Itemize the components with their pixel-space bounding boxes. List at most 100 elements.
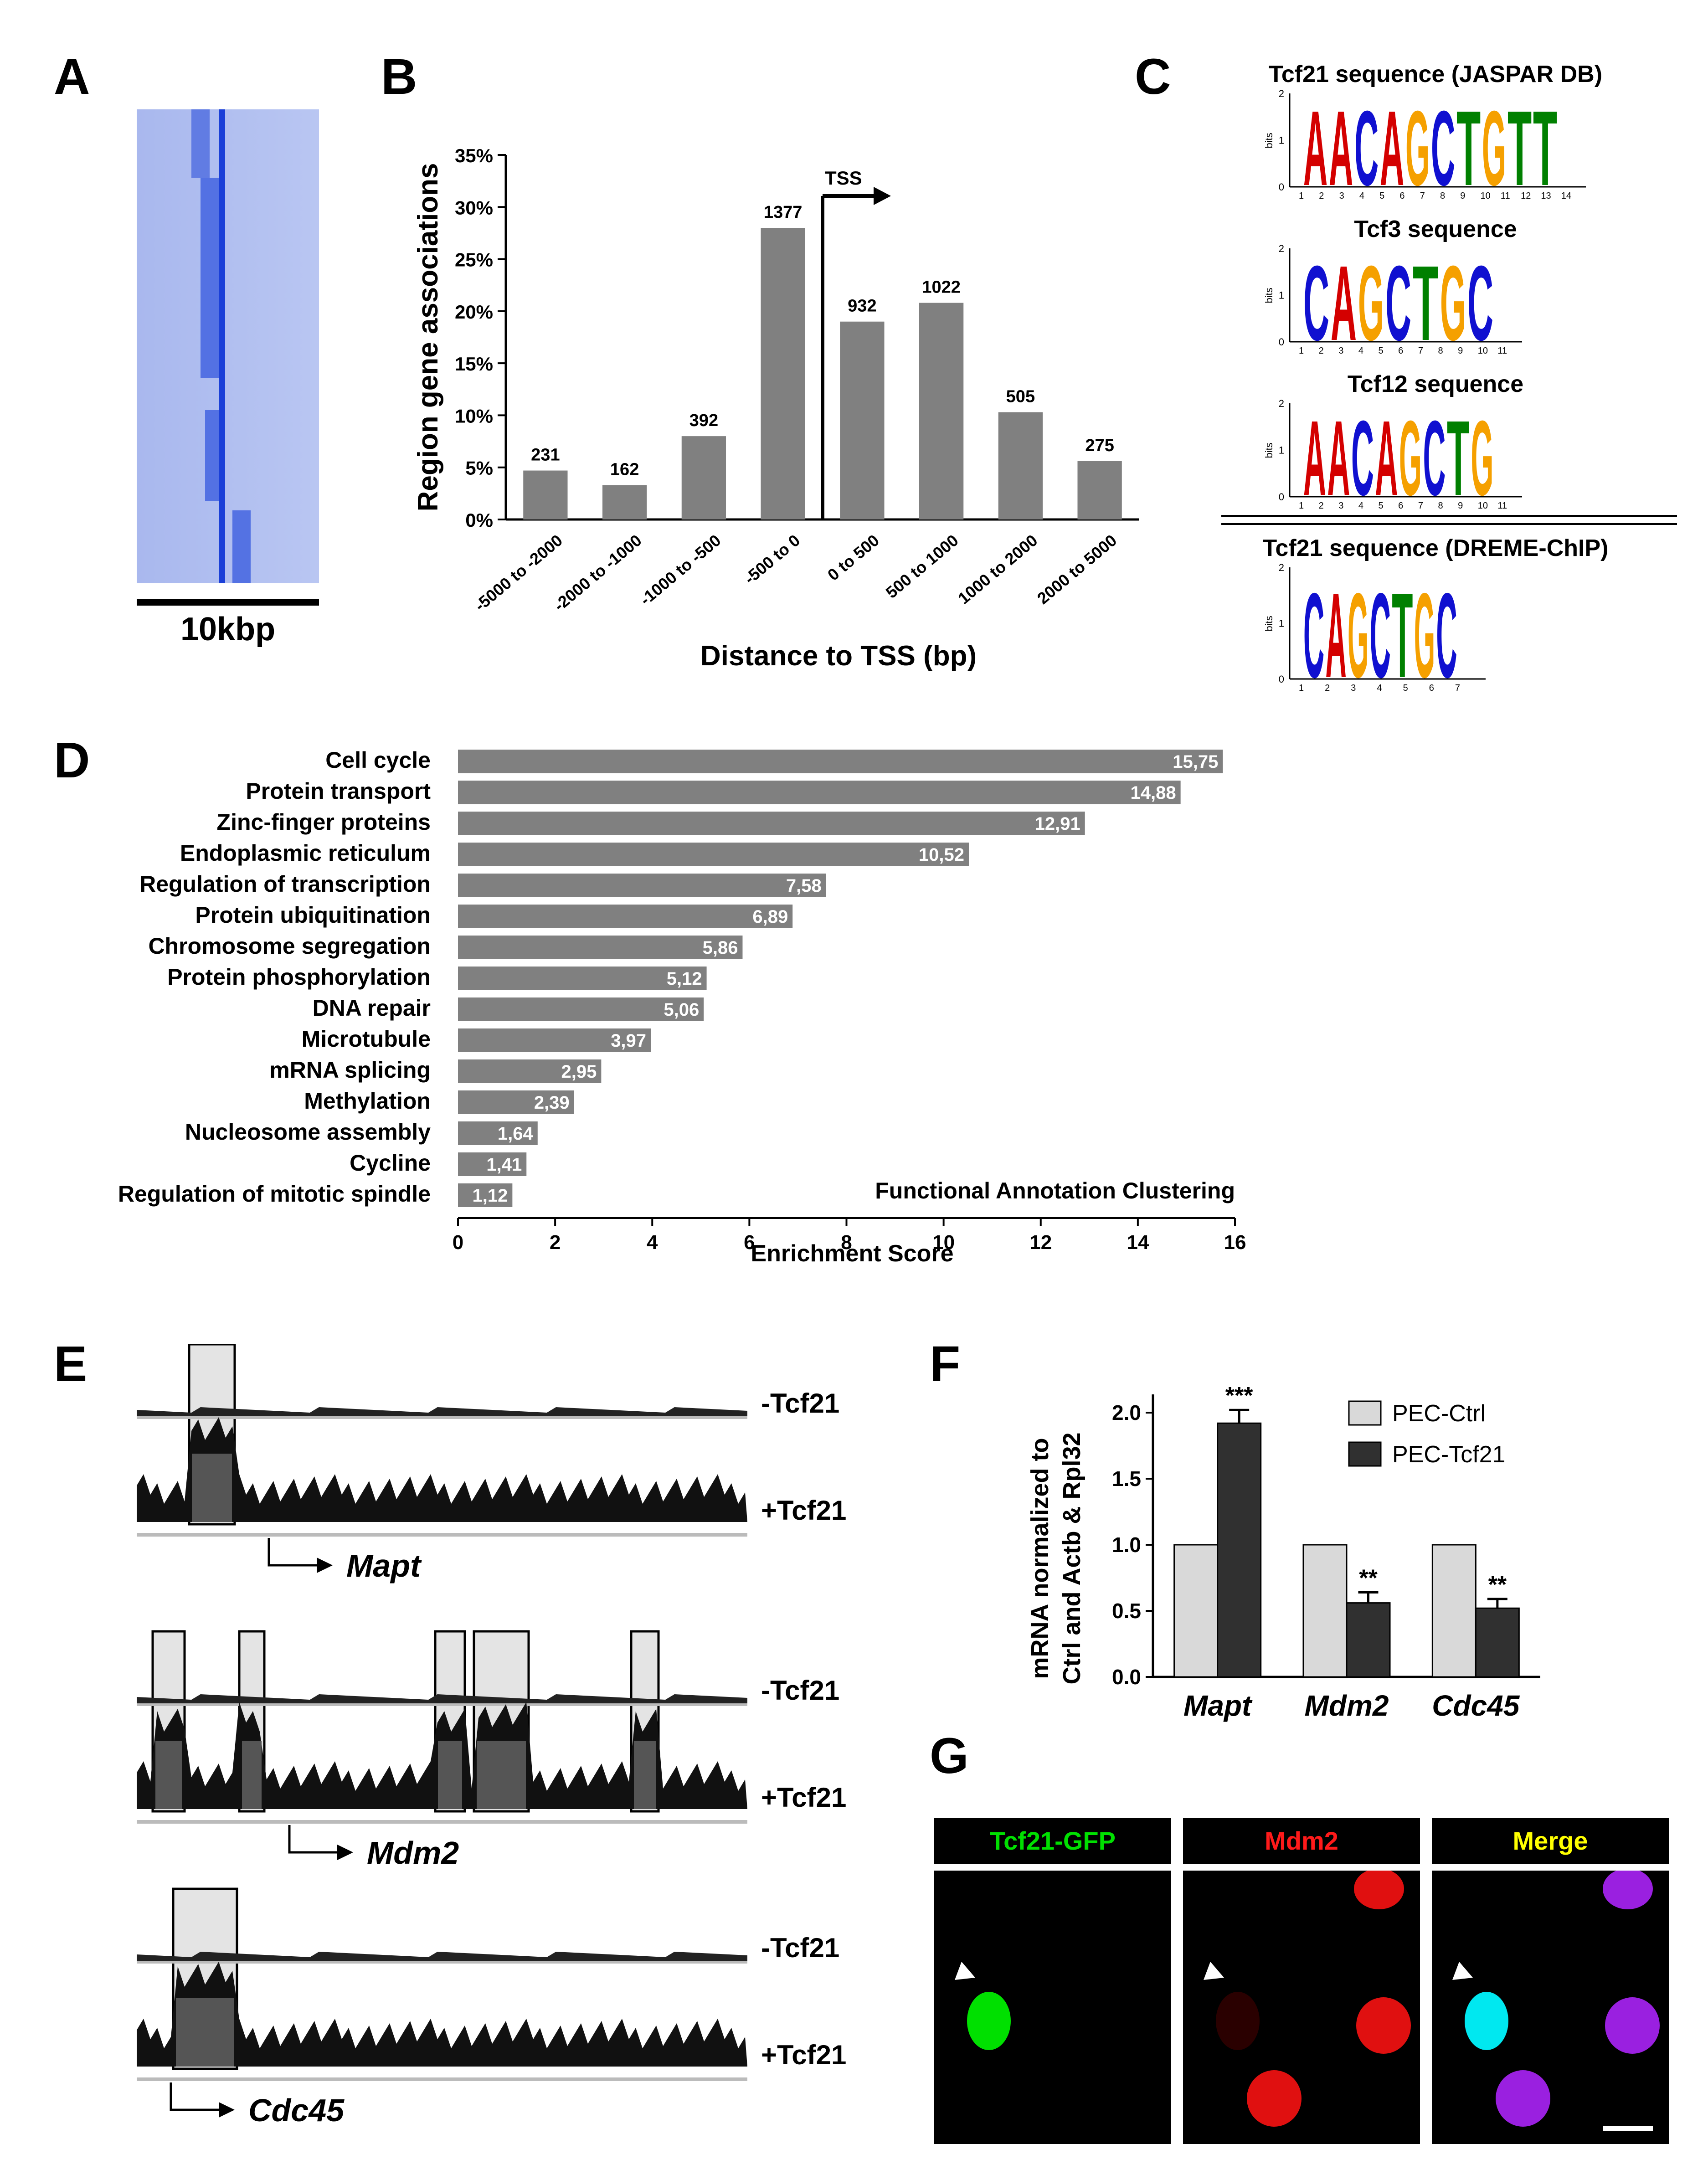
x-axis-label: Distance to TSS (bp) bbox=[700, 640, 977, 672]
bar bbox=[458, 843, 969, 866]
y-axis-label-line2: Ctrl and Actb & Rpl32 bbox=[1058, 1432, 1086, 1684]
bar bbox=[1431, 1544, 1476, 1678]
channel-title: Mdm2 bbox=[1265, 1826, 1338, 1855]
heatmap-background bbox=[137, 109, 319, 583]
heatmap-cluster-4 bbox=[232, 510, 251, 583]
y-tick-label: 15% bbox=[455, 353, 493, 375]
logo-letter: C bbox=[1351, 398, 1374, 518]
genome-track: -Tcf21 +Tcf21 Mdm2 bbox=[137, 1630, 846, 1871]
category-label: Regulation of transcription bbox=[139, 871, 431, 897]
x-axis-label: Enrichment Score bbox=[751, 1240, 953, 1267]
bar-data-label: 932 bbox=[848, 297, 876, 316]
logo-y-tick: 2 bbox=[1279, 562, 1284, 573]
logo-position: 11 bbox=[1501, 191, 1510, 201]
logo-position: 1 bbox=[1299, 346, 1304, 356]
sequence-logo: Tcf21 sequence (DREME-ChIP) 0 1 2 bits C A G C T G… bbox=[1263, 535, 1609, 703]
nucleus bbox=[1496, 2070, 1550, 2127]
plus-track-signal bbox=[137, 1417, 747, 1522]
logo-position: 5 bbox=[1403, 683, 1408, 693]
nucleus bbox=[1107, 1997, 1162, 2054]
x-tick-label: Cdc45 bbox=[1432, 1689, 1520, 1722]
logo-title: Tcf3 sequence bbox=[1354, 216, 1517, 242]
logo-letter: A bbox=[1303, 88, 1327, 208]
logo-position: 8 bbox=[1440, 191, 1445, 201]
logo-position: 7 bbox=[1420, 191, 1425, 201]
logo-position: 11 bbox=[1497, 501, 1507, 511]
logo-letter: C bbox=[1303, 568, 1324, 703]
panel-b-chart: Region gene associations 0% 5% 10% 15% 20% 25… bbox=[412, 145, 1139, 672]
logo-position: 13 bbox=[1541, 191, 1551, 201]
bar-data-label: 5,06 bbox=[664, 1000, 699, 1020]
logo-position: 8 bbox=[1438, 346, 1443, 356]
logo-position: 7 bbox=[1418, 346, 1423, 356]
chart-annotation: Functional Annotation Clustering bbox=[875, 1178, 1235, 1203]
gene-name: Mapt bbox=[346, 1548, 422, 1584]
gene-name: Cdc45 bbox=[248, 2093, 345, 2128]
bar bbox=[458, 936, 743, 959]
category-label: Nucleosome assembly bbox=[185, 1119, 431, 1145]
heatmap-cluster-2 bbox=[201, 178, 219, 378]
bar-data-label: 1,12 bbox=[472, 1186, 508, 1206]
logo-y-tick: 0 bbox=[1279, 181, 1284, 193]
peak-signal bbox=[438, 1741, 462, 1809]
y-tick-label: 1.5 bbox=[1112, 1467, 1141, 1491]
logo-letter: C bbox=[1370, 568, 1391, 703]
minus-track-signal bbox=[137, 1407, 747, 1416]
plus-tcf21-label: +Tcf21 bbox=[761, 1782, 846, 1813]
logo-position: 3 bbox=[1338, 346, 1343, 356]
logo-letter: A bbox=[1380, 88, 1404, 208]
category-label: Chromosome segregation bbox=[148, 933, 431, 959]
logo-position: 1 bbox=[1299, 683, 1304, 693]
legend-label: PEC-Ctrl bbox=[1392, 1400, 1486, 1427]
genome-track: -Tcf21 +Tcf21 Mapt bbox=[137, 1344, 846, 1584]
legend-swatch bbox=[1348, 1441, 1382, 1467]
gene-tss-arrow bbox=[288, 1825, 340, 1854]
logo-letter: A bbox=[1327, 398, 1350, 518]
minus-tcf21-label: -Tcf21 bbox=[761, 1388, 839, 1419]
category-label: Protein ubiquitination bbox=[195, 902, 431, 928]
plus-tcf21-label: +Tcf21 bbox=[761, 1495, 846, 1526]
logo-y-tick: 0 bbox=[1279, 336, 1284, 348]
logo-y-tick: 2 bbox=[1279, 88, 1284, 99]
gene-tss-arrow-head bbox=[317, 1558, 333, 1573]
gene-tss-arrow-head bbox=[219, 2102, 235, 2118]
logo-letter: T bbox=[1507, 88, 1532, 208]
bar-data-label: 6,89 bbox=[752, 907, 788, 927]
panel-label-e: E bbox=[54, 1336, 87, 1392]
logo-y-tick: 1 bbox=[1279, 618, 1284, 629]
logo-position: 9 bbox=[1458, 501, 1463, 511]
bar bbox=[458, 1028, 651, 1052]
logo-title: Tcf21 sequence (JASPAR DB) bbox=[1269, 61, 1602, 87]
panel-f-chart: mRNA normalized to Ctrl and Actb & Rpl32… bbox=[1026, 1383, 1540, 1722]
y-tick-label: 0% bbox=[465, 509, 493, 531]
peak-signal bbox=[176, 1998, 234, 2067]
logo-letter: G bbox=[1358, 243, 1384, 363]
logo-letter: T bbox=[1447, 398, 1470, 518]
bar-data-label: 2,39 bbox=[534, 1093, 570, 1113]
nucleus bbox=[1354, 1871, 1404, 1909]
bar bbox=[458, 1152, 527, 1176]
y-tick-label: 0.5 bbox=[1112, 1599, 1141, 1623]
x-tick-label: -500 to 0 bbox=[741, 531, 803, 588]
gene-tss-arrow bbox=[170, 2082, 221, 2111]
nucleus bbox=[1216, 1992, 1260, 2050]
logo-position: 1 bbox=[1299, 501, 1304, 511]
x-tick-label: 6 bbox=[744, 1231, 755, 1254]
x-tick-label: 0 to 500 bbox=[824, 531, 883, 585]
logo-letter: T bbox=[1413, 243, 1439, 363]
x-tick-label: 2 bbox=[550, 1231, 561, 1254]
scale-bar bbox=[137, 599, 319, 606]
arrowhead-marker bbox=[955, 1962, 975, 1980]
bar-data-label: 231 bbox=[531, 446, 560, 465]
logo-y-tick: 1 bbox=[1279, 445, 1284, 456]
micrograph bbox=[934, 1871, 1171, 2144]
logo-position: 11 bbox=[1497, 346, 1507, 356]
category-label: Endoplasmic reticulum bbox=[180, 840, 431, 866]
bar bbox=[1077, 461, 1122, 519]
logo-position: 5 bbox=[1379, 346, 1384, 356]
bar-data-label: 1,41 bbox=[486, 1155, 522, 1175]
minus-track-signal bbox=[137, 1952, 747, 1961]
logo-axis-label: bits bbox=[1263, 442, 1275, 458]
panel-c-logos: Tcf21 sequence (JASPAR DB) 0 1 2 bits A A C A G C T… bbox=[1194, 59, 1677, 706]
